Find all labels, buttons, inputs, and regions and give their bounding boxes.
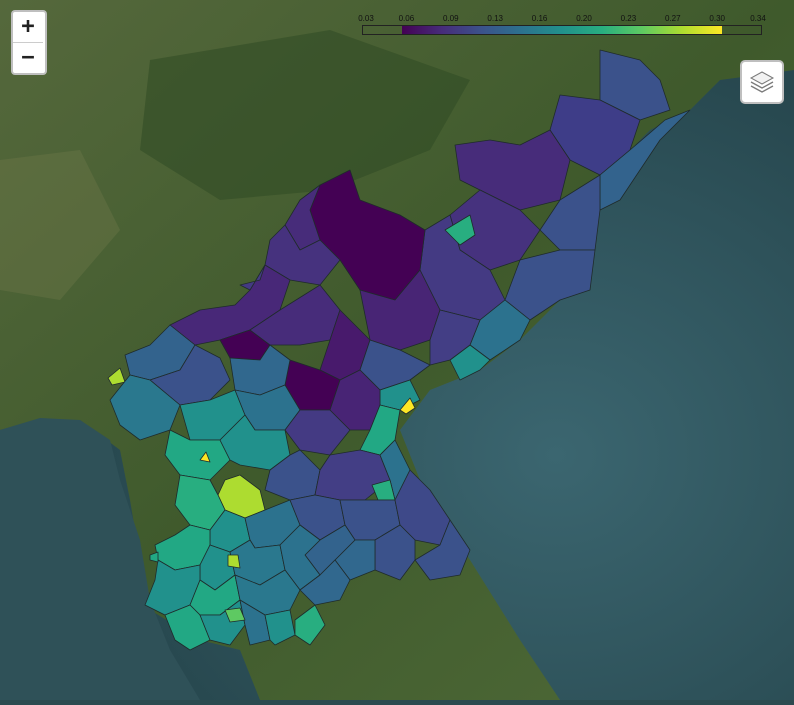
region[interactable] xyxy=(329,369,381,431)
region[interactable] xyxy=(164,429,231,481)
region[interactable] xyxy=(199,451,211,463)
plain-area xyxy=(0,150,120,300)
legend-tick: 0.06 xyxy=(398,14,415,23)
west-sea xyxy=(0,418,200,700)
legend-tick: 0.27 xyxy=(665,14,681,23)
legend-tick: 0.03 xyxy=(358,14,374,23)
color-legend: 0.03 0.06 0.09 0.13 0.16 0.20 0.23 0.27 … xyxy=(358,14,766,36)
region[interactable] xyxy=(399,397,416,415)
legend-tick: 0.09 xyxy=(443,14,459,23)
region[interactable] xyxy=(149,551,159,563)
mountain-shadow xyxy=(140,30,470,200)
legend-tick: 0.34 xyxy=(750,14,766,23)
legend-ticks: 0.03 0.06 0.09 0.13 0.16 0.20 0.23 0.27 … xyxy=(358,14,766,24)
legend-tick: 0.23 xyxy=(620,14,637,23)
region[interactable] xyxy=(264,609,296,646)
zoom-in-button[interactable]: + xyxy=(21,14,35,39)
region[interactable] xyxy=(239,599,271,646)
region[interactable] xyxy=(454,129,571,211)
legend-tick: 0.13 xyxy=(487,14,503,23)
region[interactable] xyxy=(109,374,181,441)
zoom-out-button[interactable]: − xyxy=(13,42,43,73)
region[interactable] xyxy=(169,264,291,346)
choropleth-regions xyxy=(107,49,691,651)
region[interactable] xyxy=(227,554,241,569)
region[interactable] xyxy=(294,604,326,646)
legend-tick: 0.16 xyxy=(531,14,548,23)
zoom-control: + − xyxy=(11,10,47,75)
region[interactable] xyxy=(239,264,266,291)
layers-icon xyxy=(749,71,775,93)
region[interactable] xyxy=(224,607,246,623)
legend-colorbar xyxy=(362,25,762,35)
legend-tick: 0.20 xyxy=(576,14,592,23)
region[interactable] xyxy=(249,284,341,346)
layers-button[interactable] xyxy=(740,60,784,104)
legend-tick: 0.30 xyxy=(709,14,725,23)
region[interactable] xyxy=(444,214,476,246)
